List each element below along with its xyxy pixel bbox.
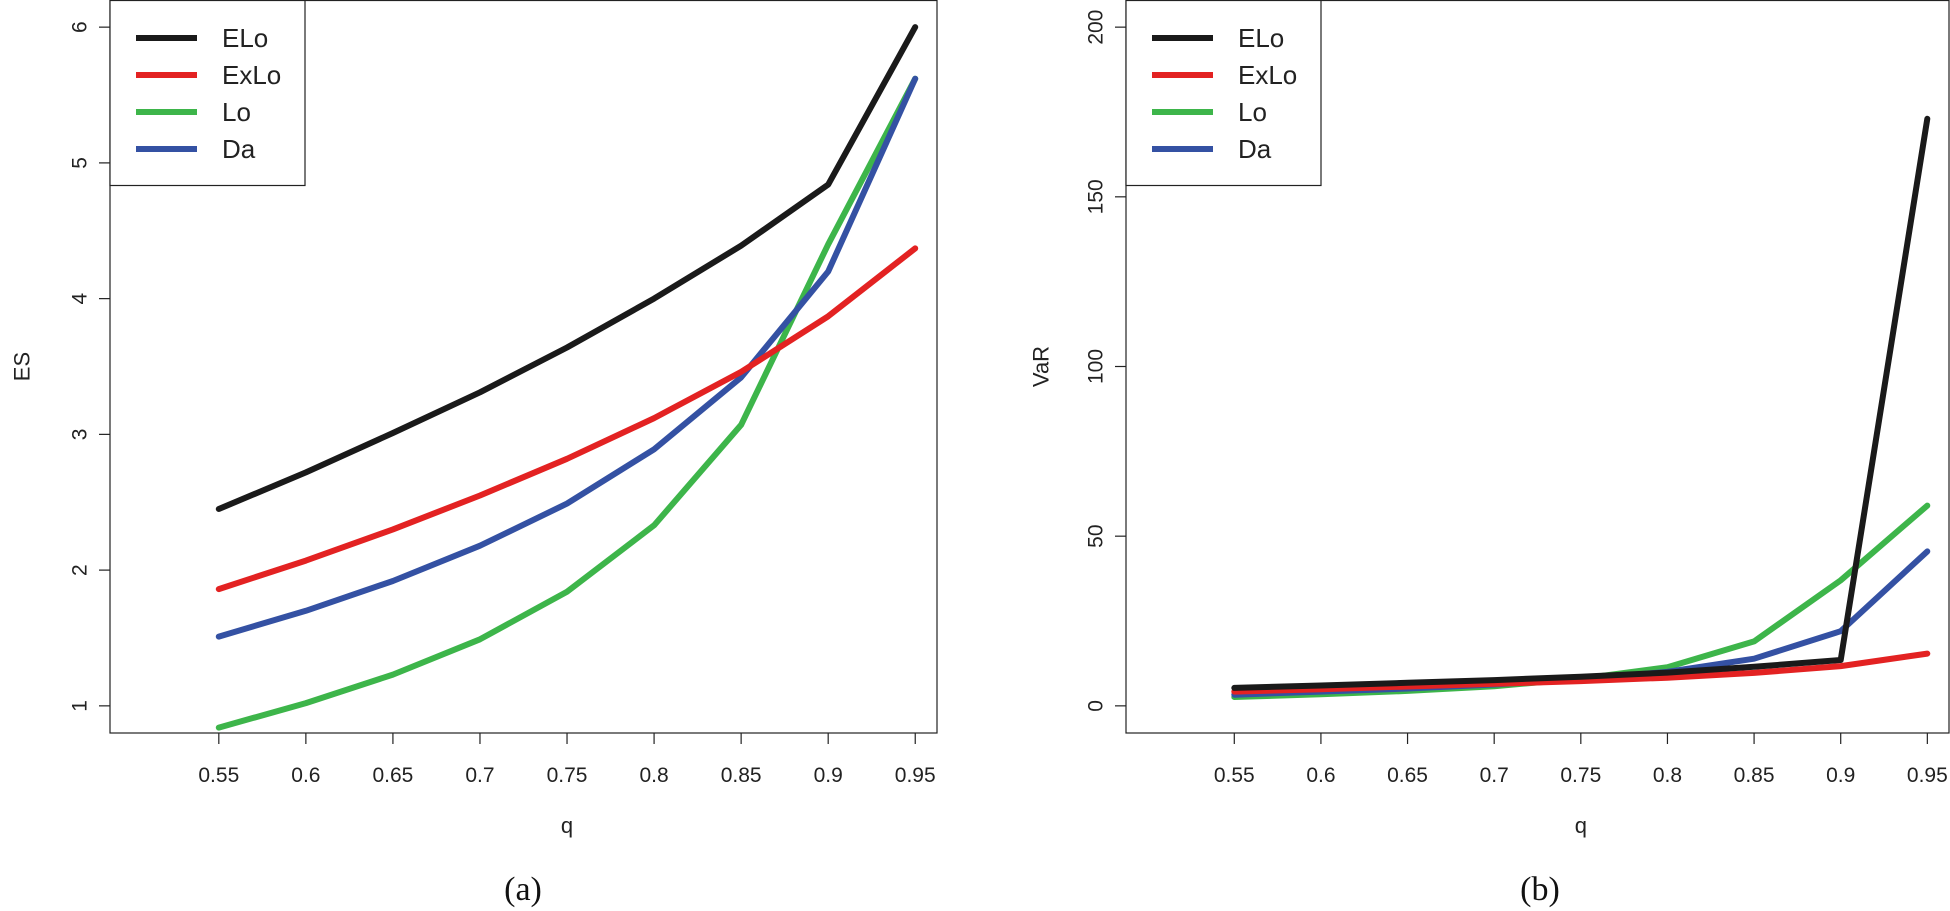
x-tick-label: 0.85 xyxy=(1734,764,1775,787)
y-tick-label: 1 xyxy=(69,700,92,712)
x-tick-label: 0.75 xyxy=(1560,764,1601,787)
series-line-elo xyxy=(1231,115,1931,691)
legend-label: ELo xyxy=(1238,23,1284,53)
legend-label: Da xyxy=(222,134,256,164)
x-tick-label: 0.7 xyxy=(1480,764,1509,787)
legend-label: Lo xyxy=(222,97,251,127)
x-axis-label: q xyxy=(1575,813,1587,838)
legend: ELo ExLo Lo Da xyxy=(1125,0,1322,187)
legend-label: Lo xyxy=(1238,97,1267,127)
series-line-elo xyxy=(215,24,919,512)
panel-caption: (b) xyxy=(1520,871,1560,908)
y-tick-label: 5 xyxy=(69,157,92,169)
x-tick-label: 0.55 xyxy=(1214,764,1255,787)
x-tick-label: 0.9 xyxy=(814,764,843,787)
x-axis-label: q xyxy=(561,813,573,838)
x-tick-label: 0.65 xyxy=(372,764,413,787)
legend-box xyxy=(109,0,306,187)
x-tick-label: 0.8 xyxy=(639,764,668,787)
series-line-exlo xyxy=(1231,650,1931,695)
x-tick-label: 0.9 xyxy=(1826,764,1855,787)
y-tick-label: 50 xyxy=(1085,524,1108,547)
x-tick-label: 0.6 xyxy=(291,764,320,787)
chart-panel-2: 0.55 0.6 0.65 0.7 0.75 0.8 0.85 0.9 0.95 0 50 100 15… xyxy=(1029,0,1950,908)
y-tick-label: 150 xyxy=(1085,179,1108,214)
y-tick-label: 0 xyxy=(1085,700,1108,712)
x-tick-label: 0.55 xyxy=(198,764,239,787)
legend-box xyxy=(1125,0,1322,187)
y-tick-label: 3 xyxy=(69,429,92,441)
y-axis-label: VaR xyxy=(1029,346,1054,387)
x-tick-label: 0.95 xyxy=(1907,764,1948,787)
x-tick-label: 0.75 xyxy=(547,764,588,787)
y-tick-label: 100 xyxy=(1085,349,1108,384)
series-line-da xyxy=(215,75,919,640)
y-tick-label: 6 xyxy=(69,21,92,33)
legend: ELo ExLo Lo Da xyxy=(109,0,306,187)
legend-label: Da xyxy=(1238,134,1272,164)
series-line-exlo xyxy=(215,245,919,593)
y-tick-label: 200 xyxy=(1085,10,1108,45)
plot-frame xyxy=(109,0,938,734)
y-tick-label: 4 xyxy=(69,292,92,304)
series-line-da xyxy=(1231,548,1931,698)
y-tick-label: 2 xyxy=(69,564,92,576)
x-tick-label: 0.65 xyxy=(1387,764,1428,787)
x-tick-label: 0.95 xyxy=(895,764,936,787)
y-axis-label: ES xyxy=(10,352,35,381)
legend-label: ELo xyxy=(222,23,268,53)
x-tick-label: 0.85 xyxy=(721,764,762,787)
legend-label: ExLo xyxy=(1238,60,1297,90)
legend-label: ExLo xyxy=(222,60,281,90)
x-tick-label: 0.6 xyxy=(1306,764,1335,787)
chart-panel-1: 0.55 0.6 0.65 0.7 0.75 0.8 0.85 0.9 0.95 1 2 3 4 5 6 q E… xyxy=(10,0,938,908)
series-line-lo xyxy=(215,75,919,731)
x-tick-label: 0.8 xyxy=(1653,764,1682,787)
panel-caption: (a) xyxy=(504,871,542,908)
x-tick-label: 0.7 xyxy=(465,764,494,787)
